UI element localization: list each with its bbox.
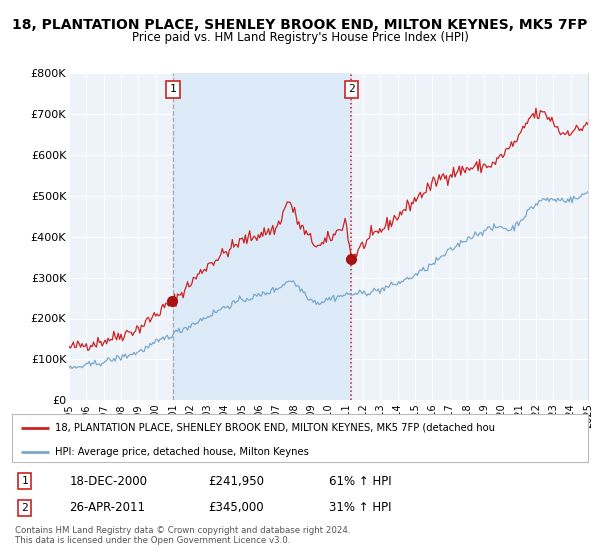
Text: £241,950: £241,950 xyxy=(208,474,264,488)
Text: HPI: Average price, detached house, Milton Keynes: HPI: Average price, detached house, Milt… xyxy=(55,446,309,456)
Text: 1: 1 xyxy=(169,84,176,94)
Text: 26-APR-2011: 26-APR-2011 xyxy=(70,501,146,515)
Text: 2: 2 xyxy=(21,503,28,513)
Text: £345,000: £345,000 xyxy=(208,501,263,515)
Text: 31% ↑ HPI: 31% ↑ HPI xyxy=(329,501,391,515)
Text: 1: 1 xyxy=(21,476,28,486)
Text: 18, PLANTATION PLACE, SHENLEY BROOK END, MILTON KEYNES, MK5 7FP (detached hou: 18, PLANTATION PLACE, SHENLEY BROOK END,… xyxy=(55,423,495,433)
Text: Price paid vs. HM Land Registry's House Price Index (HPI): Price paid vs. HM Land Registry's House … xyxy=(131,31,469,44)
Text: 61% ↑ HPI: 61% ↑ HPI xyxy=(329,474,391,488)
Text: 18, PLANTATION PLACE, SHENLEY BROOK END, MILTON KEYNES, MK5 7FP: 18, PLANTATION PLACE, SHENLEY BROOK END,… xyxy=(13,18,587,32)
Text: 2: 2 xyxy=(348,84,355,94)
Text: 18-DEC-2000: 18-DEC-2000 xyxy=(70,474,148,488)
Text: This data is licensed under the Open Government Licence v3.0.: This data is licensed under the Open Gov… xyxy=(15,536,290,545)
Bar xyxy=(173,73,352,400)
Text: Contains HM Land Registry data © Crown copyright and database right 2024.: Contains HM Land Registry data © Crown c… xyxy=(15,526,350,535)
